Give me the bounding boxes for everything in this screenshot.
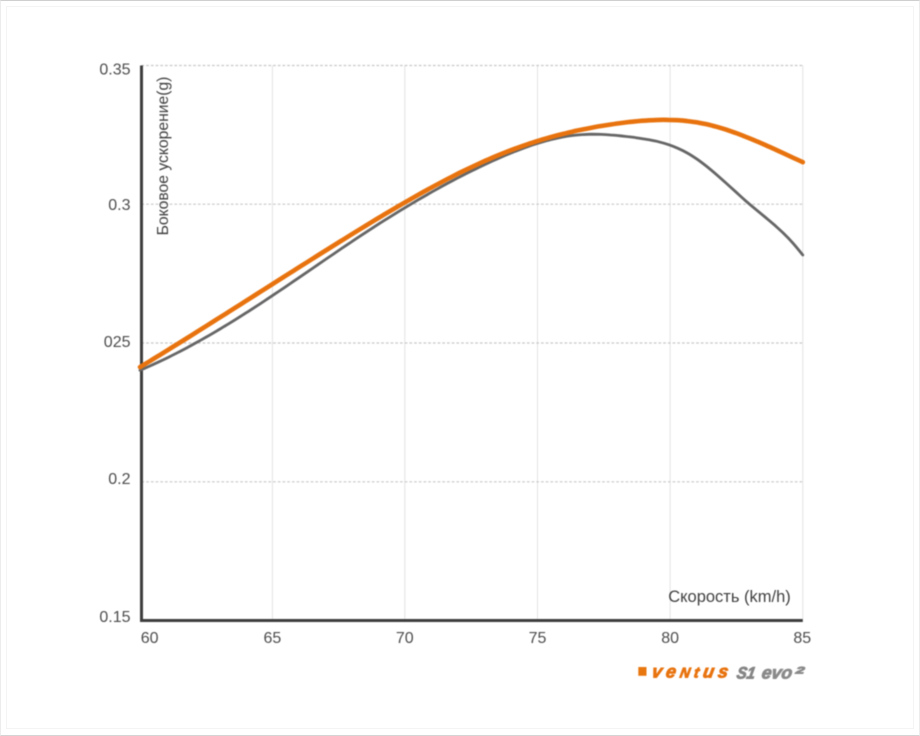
svg-text:80: 80 — [661, 630, 679, 647]
svg-text:0.35: 0.35 — [99, 61, 130, 78]
svg-text:0.15: 0.15 — [99, 609, 130, 626]
svg-text:60: 60 — [141, 630, 159, 647]
svg-text:Боковое ускорение(g): Боковое ускорение(g) — [155, 77, 172, 236]
svg-text:0.2: 0.2 — [108, 471, 130, 488]
svg-text:025: 025 — [104, 334, 131, 351]
svg-text:70: 70 — [396, 630, 414, 647]
svg-text:Скорость (km/h): Скорость (km/h) — [668, 588, 791, 606]
svg-text:veNtus: veNtus — [650, 661, 734, 681]
svg-text:evo: evo — [760, 663, 794, 683]
svg-text:75: 75 — [529, 630, 547, 647]
svg-text:0.3: 0.3 — [108, 197, 130, 214]
svg-text:65: 65 — [264, 630, 282, 647]
svg-text:2: 2 — [793, 666, 806, 677]
svg-text:85: 85 — [793, 630, 811, 647]
svg-text:S1: S1 — [735, 664, 757, 683]
